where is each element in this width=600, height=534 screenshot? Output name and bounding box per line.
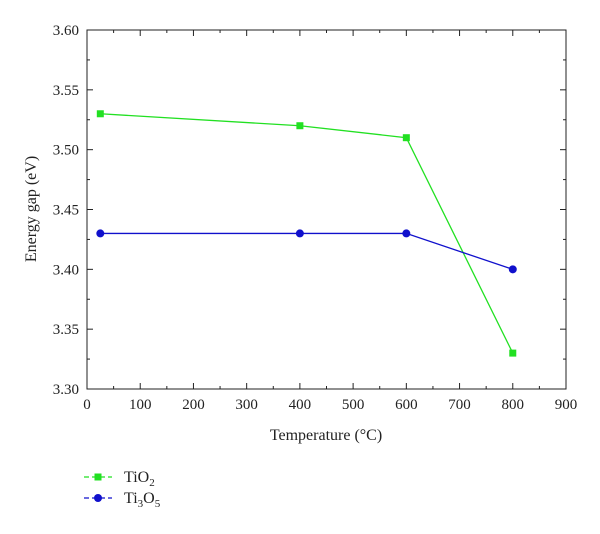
x-tick-label: 200 xyxy=(182,397,205,413)
legend-label-TiO2: TiO2 xyxy=(124,469,155,489)
legend-label-text: Ti xyxy=(124,490,138,507)
legend-label-text: TiO xyxy=(124,469,149,486)
y-tick-label: 3.55 xyxy=(53,83,79,99)
data-point-TiO2 xyxy=(296,122,304,130)
data-point-Ti3O5 xyxy=(508,265,517,274)
data-point-TiO2 xyxy=(402,134,410,142)
x-tick-label: 100 xyxy=(129,397,152,413)
legend-marker-TiO2 xyxy=(94,473,102,481)
x-tick-label: 400 xyxy=(289,397,312,413)
x-tick-label: 600 xyxy=(395,397,418,413)
legend-label-subscript: 2 xyxy=(149,477,155,489)
series-line-Ti3O5 xyxy=(100,232,513,270)
x-tick-label: 700 xyxy=(448,397,471,413)
x-tick-label: 300 xyxy=(235,397,258,413)
y-tick-label: 3.50 xyxy=(53,143,79,159)
legend-label-Ti3O5: Ti3O5 xyxy=(124,490,161,510)
x-axis-ticks: 0 100 200 300 400 500 600 700 800 900 xyxy=(83,30,577,413)
data-point-Ti3O5 xyxy=(96,229,105,238)
x-tick-label: 800 xyxy=(502,397,525,413)
y-axis-title: Energy gap (eV) xyxy=(23,156,40,262)
x-tick-label: 0 xyxy=(83,397,91,413)
y-tick-label: 3.40 xyxy=(53,262,79,278)
legend-marker-Ti3O5 xyxy=(94,494,102,502)
legend-label-subscript: 3 xyxy=(138,498,144,510)
plot-frame xyxy=(86,29,567,390)
y-tick-label: 3.60 xyxy=(53,23,79,39)
y-axis-ticks: 3.30 3.35 3.40 3.45 3.50 3.55 3.60 xyxy=(53,23,566,398)
series-layer xyxy=(96,110,517,357)
legend-label-text: O xyxy=(143,490,155,507)
data-point-Ti3O5 xyxy=(295,229,304,238)
series-line-TiO2 xyxy=(100,113,514,354)
data-point-TiO2 xyxy=(96,110,104,118)
legend-label-subscript: 5 xyxy=(155,498,161,510)
y-tick-label: 3.30 xyxy=(53,382,79,398)
data-point-Ti3O5 xyxy=(402,229,411,238)
x-tick-label: 500 xyxy=(342,397,365,413)
y-tick-label: 3.35 xyxy=(53,322,79,338)
x-tick-label: 900 xyxy=(555,397,578,413)
x-axis-title: Temperature (°C) xyxy=(270,427,382,444)
data-point-TiO2 xyxy=(509,349,517,357)
y-tick-label: 3.45 xyxy=(53,203,79,219)
